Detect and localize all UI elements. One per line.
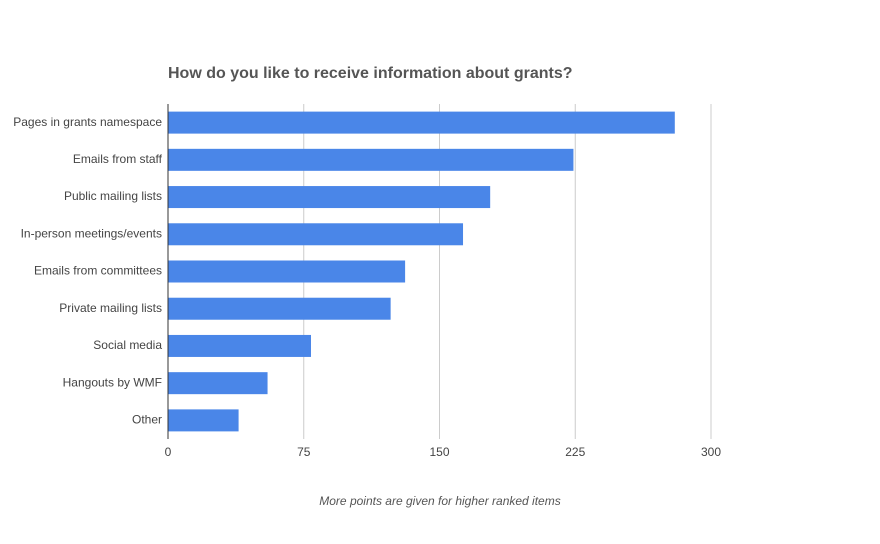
bar — [168, 297, 391, 320]
x-tick-label: 150 — [429, 445, 449, 459]
x-axis-title: More points are given for higher ranked … — [319, 494, 560, 508]
y-tick-label: Emails from staff — [73, 152, 163, 166]
bar — [168, 111, 675, 134]
bar — [168, 409, 239, 432]
y-tick-label: Hangouts by WMF — [63, 375, 162, 389]
bar — [168, 186, 491, 209]
bar — [168, 372, 268, 395]
y-tick-label: In-person meetings/events — [21, 226, 162, 240]
x-tick-label: 225 — [565, 445, 585, 459]
x-tick-label: 300 — [701, 445, 721, 459]
bar — [168, 334, 311, 357]
chart-title: How do you like to receive information a… — [168, 65, 573, 82]
y-tick-label: Private mailing lists — [59, 301, 162, 315]
y-tick-label: Emails from committees — [34, 264, 162, 278]
bar — [168, 223, 464, 246]
bar — [168, 260, 406, 283]
y-tick-label: Public mailing lists — [64, 189, 162, 203]
x-tick-label: 75 — [297, 445, 311, 459]
y-tick-label: Other — [132, 413, 162, 427]
y-tick-label: Pages in grants namespace — [13, 115, 162, 129]
x-tick-label: 0 — [165, 445, 172, 459]
y-tick-label: Social media — [93, 338, 162, 352]
bar — [168, 148, 574, 171]
